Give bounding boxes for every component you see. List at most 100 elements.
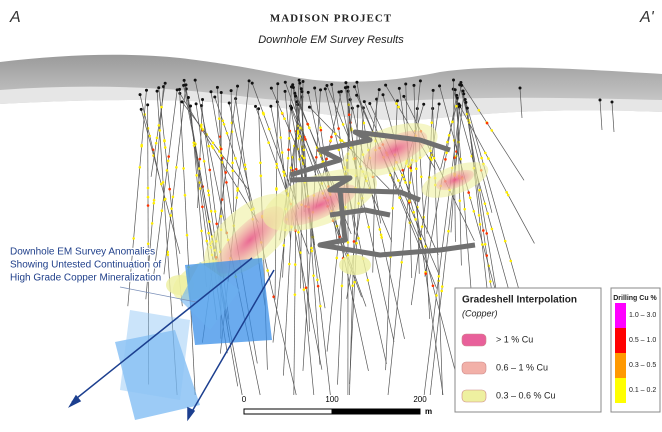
collar [368, 101, 372, 105]
assay [316, 284, 320, 288]
drill-hole [153, 89, 178, 278]
assay [339, 138, 342, 142]
assay [275, 166, 278, 169]
assay [148, 134, 152, 138]
collar [299, 87, 303, 91]
collar [194, 102, 198, 106]
assay [219, 154, 223, 157]
drill-hole [519, 87, 523, 119]
assay [352, 240, 356, 243]
drill-hole [163, 84, 187, 275]
collar [289, 85, 293, 89]
assay [140, 144, 143, 148]
collar [201, 97, 205, 101]
assay [275, 187, 278, 190]
assay [420, 175, 423, 179]
assay [219, 147, 223, 151]
assay [408, 181, 412, 184]
assay [430, 121, 434, 124]
assay [201, 205, 204, 209]
assay [334, 132, 337, 136]
assay [467, 191, 471, 194]
drill-hole [413, 85, 420, 274]
annotation-line: High Grade Copper Mineralization [10, 273, 161, 284]
assay [195, 174, 198, 177]
assay [213, 210, 217, 213]
drill-hole [297, 104, 331, 396]
assay [163, 197, 167, 201]
assay [185, 233, 189, 237]
collar [307, 105, 311, 109]
assay [288, 129, 292, 133]
assay [489, 280, 492, 283]
assay [315, 155, 318, 159]
gradeshell-legend: Gradeshell Interpolation (Copper) > 1 % … [454, 287, 602, 413]
drill-hole [127, 90, 147, 307]
legend-color-bar [615, 378, 626, 403]
assay [482, 229, 485, 232]
assay [170, 207, 173, 210]
collar [269, 86, 273, 90]
collar [438, 84, 442, 88]
collar [395, 99, 399, 103]
assay [445, 151, 448, 155]
legend-label: > 1 % Cu [496, 334, 533, 344]
collar [250, 81, 254, 85]
assay [485, 254, 489, 257]
assay [419, 237, 422, 241]
collar [610, 100, 614, 104]
legend-color-bar [615, 353, 626, 378]
assay [316, 278, 319, 282]
collar [330, 82, 334, 86]
assay [146, 195, 150, 199]
assay [132, 237, 135, 240]
collar [163, 81, 167, 85]
collar [294, 94, 298, 98]
assay [362, 121, 366, 125]
drilling-legend: Drilling Cu % 1.0 – 3.0 0.5 – 1.0 0.3 – 0.… [610, 287, 661, 413]
assay [154, 141, 158, 145]
assay [355, 241, 358, 245]
assay [150, 222, 154, 225]
assay [198, 187, 202, 190]
subtitle: Downhole EM Survey Results [258, 34, 404, 46]
assay [319, 126, 322, 130]
collar [362, 100, 366, 104]
scale-label: 200 [413, 395, 427, 404]
assay [207, 144, 211, 148]
collar [184, 83, 188, 87]
assay [307, 126, 311, 129]
assay [432, 156, 436, 160]
collar [464, 100, 468, 104]
assay [159, 182, 163, 186]
drill-hole [364, 101, 439, 273]
collar [384, 83, 388, 87]
assay [335, 256, 339, 260]
collar [297, 78, 301, 82]
collar [155, 89, 159, 93]
assay [340, 284, 344, 288]
collar [291, 83, 295, 87]
drill-hole [611, 101, 615, 133]
assay [424, 245, 427, 248]
drill-hole [354, 86, 437, 289]
assay [400, 260, 404, 264]
assay [224, 171, 228, 174]
scale-label: 100 [325, 395, 339, 404]
assay [395, 102, 398, 105]
assay [312, 274, 315, 277]
assay [235, 196, 239, 199]
drill-hole [599, 99, 603, 131]
assay [440, 285, 444, 288]
assay [367, 225, 371, 229]
legend-color-bar [615, 303, 626, 328]
assay [325, 157, 328, 161]
collar [343, 86, 347, 90]
legend-swatch [461, 361, 487, 375]
assay [211, 146, 215, 150]
assay [225, 181, 228, 184]
assay [468, 196, 472, 200]
assay [294, 167, 298, 171]
assay [296, 130, 300, 133]
collar [463, 98, 467, 102]
